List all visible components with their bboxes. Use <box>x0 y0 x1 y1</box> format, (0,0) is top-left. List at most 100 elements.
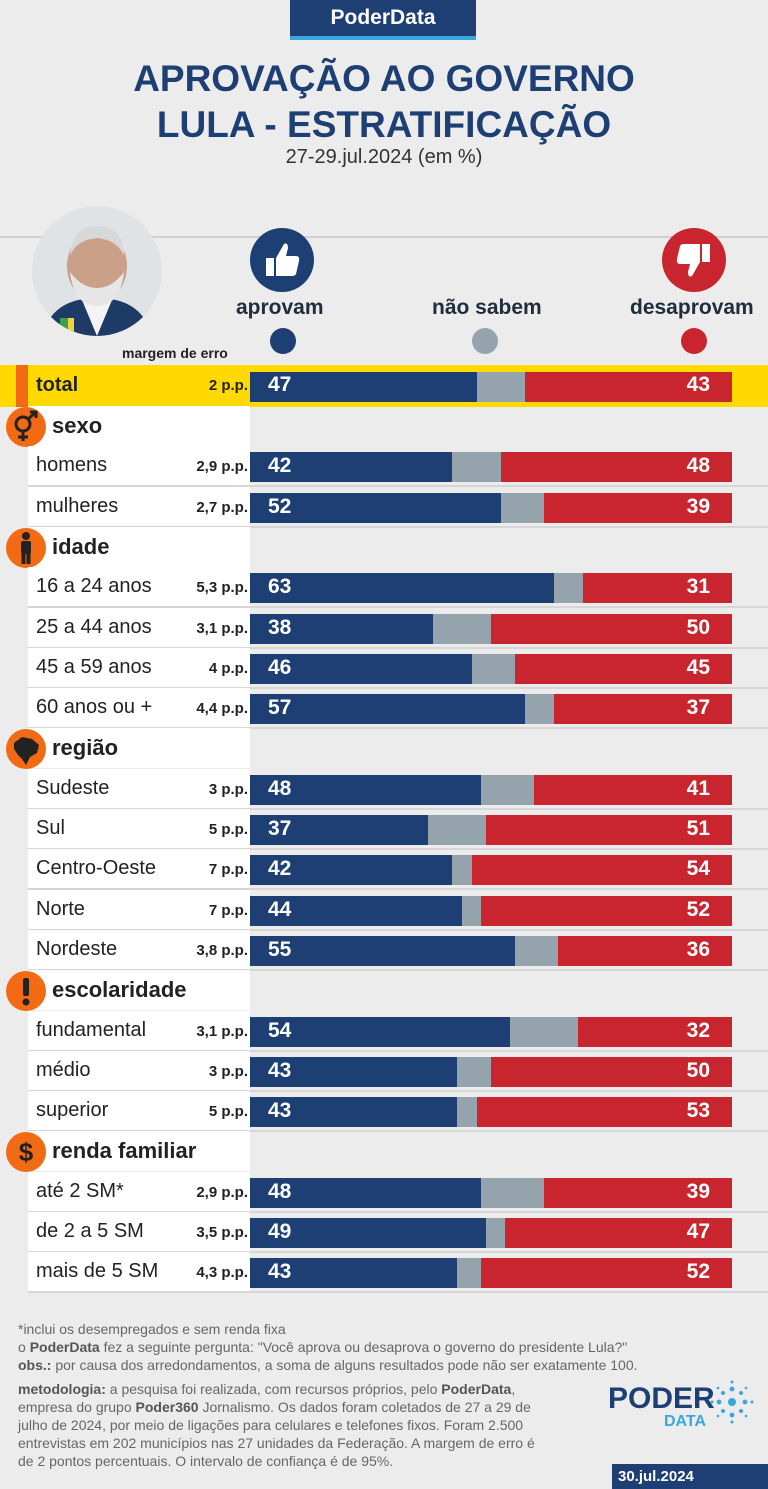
row-divider <box>28 1291 768 1294</box>
row-label: Nordeste <box>36 937 118 960</box>
row-divider <box>28 646 768 649</box>
bar-dont-know <box>428 815 487 845</box>
footnote-method-1: metodologia: a pesquisa foi realizada, c… <box>18 1381 516 1397</box>
label-cell <box>28 647 250 688</box>
row-divider <box>28 606 768 609</box>
bar-dont-know <box>452 855 472 886</box>
margin-of-error: 2 p.p. <box>208 377 248 394</box>
bar-approve <box>250 855 453 886</box>
row-label: Sudeste <box>36 776 110 799</box>
row-divider <box>28 686 768 689</box>
value-disapprove: 32 <box>686 1018 710 1042</box>
bar-approve <box>250 1258 458 1289</box>
row-label: mais de 5 SM <box>36 1260 159 1283</box>
row-divider <box>28 888 768 891</box>
value-approve: 37 <box>268 817 292 840</box>
row-label: Norte <box>36 897 85 920</box>
row-label: 16 a 24 anos <box>36 575 152 598</box>
value-approve: 57 <box>268 696 292 720</box>
row-label: fundamental <box>36 1018 147 1041</box>
bar-approve <box>250 1016 511 1047</box>
margin-of-error: 3 p.p. <box>208 1062 248 1080</box>
footnote-method-3: julho de 2024, por meio de ligações para… <box>18 1417 524 1433</box>
footnote-method-5: de 2 pontos percentuais. O intervalo de … <box>18 1453 394 1469</box>
value-approve: 46 <box>268 655 292 679</box>
value-disapprove: 37 <box>686 696 710 720</box>
bar-approve <box>250 492 501 523</box>
data-row: homens 2,9 p.p. 42 48 <box>0 446 768 488</box>
bar-approve <box>250 573 554 604</box>
bar-dont-know <box>457 1097 477 1128</box>
value-disapprove: 31 <box>686 575 710 599</box>
value-approve: 43 <box>268 1099 292 1123</box>
row-divider <box>28 968 768 971</box>
row-divider <box>28 1130 768 1133</box>
margin-of-error: 7 p.p. <box>208 861 248 879</box>
bar-disapprove <box>481 895 732 926</box>
bar-dont-know <box>486 1218 506 1248</box>
logo-word-2: DATA <box>664 1413 707 1430</box>
footnote-income: *inclui os desempregados e sem renda fix… <box>18 1321 286 1337</box>
total-row: total 2 p.p. 47 43 <box>0 365 768 407</box>
value-approve: 54 <box>268 1018 292 1042</box>
value-disapprove: 43 <box>686 373 710 396</box>
bar-dont-know <box>481 774 535 805</box>
row-label: homens <box>36 454 108 477</box>
margin-of-error: 5,3 p.p. <box>196 579 248 597</box>
label-cell <box>28 970 250 1011</box>
value-disapprove: 47 <box>686 1220 710 1243</box>
group-label: escolaridade <box>52 977 187 1003</box>
dollar-icon: $ <box>6 1132 46 1173</box>
group-header-idade: idade <box>0 526 768 568</box>
margin-of-error: 3,5 p.p. <box>196 1224 248 1241</box>
margin-of-error: 2,9 p.p. <box>196 1183 248 1201</box>
bar-disapprove <box>515 653 732 684</box>
group-label: idade <box>52 533 110 559</box>
bar-dont-know <box>462 895 482 926</box>
bar-approve <box>250 372 477 402</box>
value-approve: 43 <box>268 1260 292 1284</box>
legend-dont-know-dot <box>472 328 498 354</box>
bar-disapprove <box>476 1097 732 1128</box>
label-cell <box>28 607 250 648</box>
exclamation-icon <box>6 971 46 1012</box>
bar-approve <box>250 653 472 684</box>
label-cell <box>28 1252 250 1293</box>
margin-of-error: 3,8 p.p. <box>196 941 248 959</box>
margin-of-error: 2,7 p.p. <box>196 498 248 516</box>
bar-dont-know <box>481 1177 545 1208</box>
value-approve: 43 <box>268 1058 292 1082</box>
margin-of-error: 5 p.p. <box>208 821 248 838</box>
bar-approve <box>250 935 516 966</box>
row-divider <box>28 485 768 488</box>
bar-dont-know <box>515 935 559 966</box>
bar-approve <box>250 1056 458 1087</box>
value-approve: 42 <box>268 857 292 881</box>
legend-approve-label: aprovam <box>236 296 324 319</box>
chart-title-line2: LULA - ESTRATIFICAÇÃO <box>156 104 612 145</box>
label-cell <box>28 526 250 567</box>
value-disapprove: 36 <box>686 937 710 961</box>
margin-of-error: 4,4 p.p. <box>196 700 248 718</box>
margin-of-error: 4,3 p.p. <box>196 1264 248 1282</box>
value-approve: 42 <box>268 454 292 478</box>
row-divider <box>28 928 768 931</box>
data-row: fundamental 3,1 p.p. 54 32 <box>0 1010 768 1052</box>
bar-approve <box>250 815 429 845</box>
label-cell <box>28 1171 250 1212</box>
thumbs-down-icon <box>662 228 726 292</box>
label-cell <box>28 1131 250 1172</box>
bar-disapprove <box>481 1258 732 1289</box>
label-cell <box>28 889 250 930</box>
bar-disapprove <box>491 1056 732 1087</box>
group-header-escolaridade: escolaridade <box>0 970 768 1012</box>
data-row: 60 anos ou + 4,4 p.p. 57 37 <box>0 688 768 730</box>
value-approve: 38 <box>268 615 292 639</box>
label-cell <box>28 1010 250 1051</box>
chart-subtitle: 27-29.jul.2024 (em %) <box>285 146 483 168</box>
margin-of-error: 4 p.p. <box>208 659 248 677</box>
bar-disapprove <box>582 573 732 604</box>
margin-of-error: 3 p.p. <box>208 780 248 798</box>
group-label: região <box>52 735 119 761</box>
value-approve: 48 <box>268 1179 292 1203</box>
